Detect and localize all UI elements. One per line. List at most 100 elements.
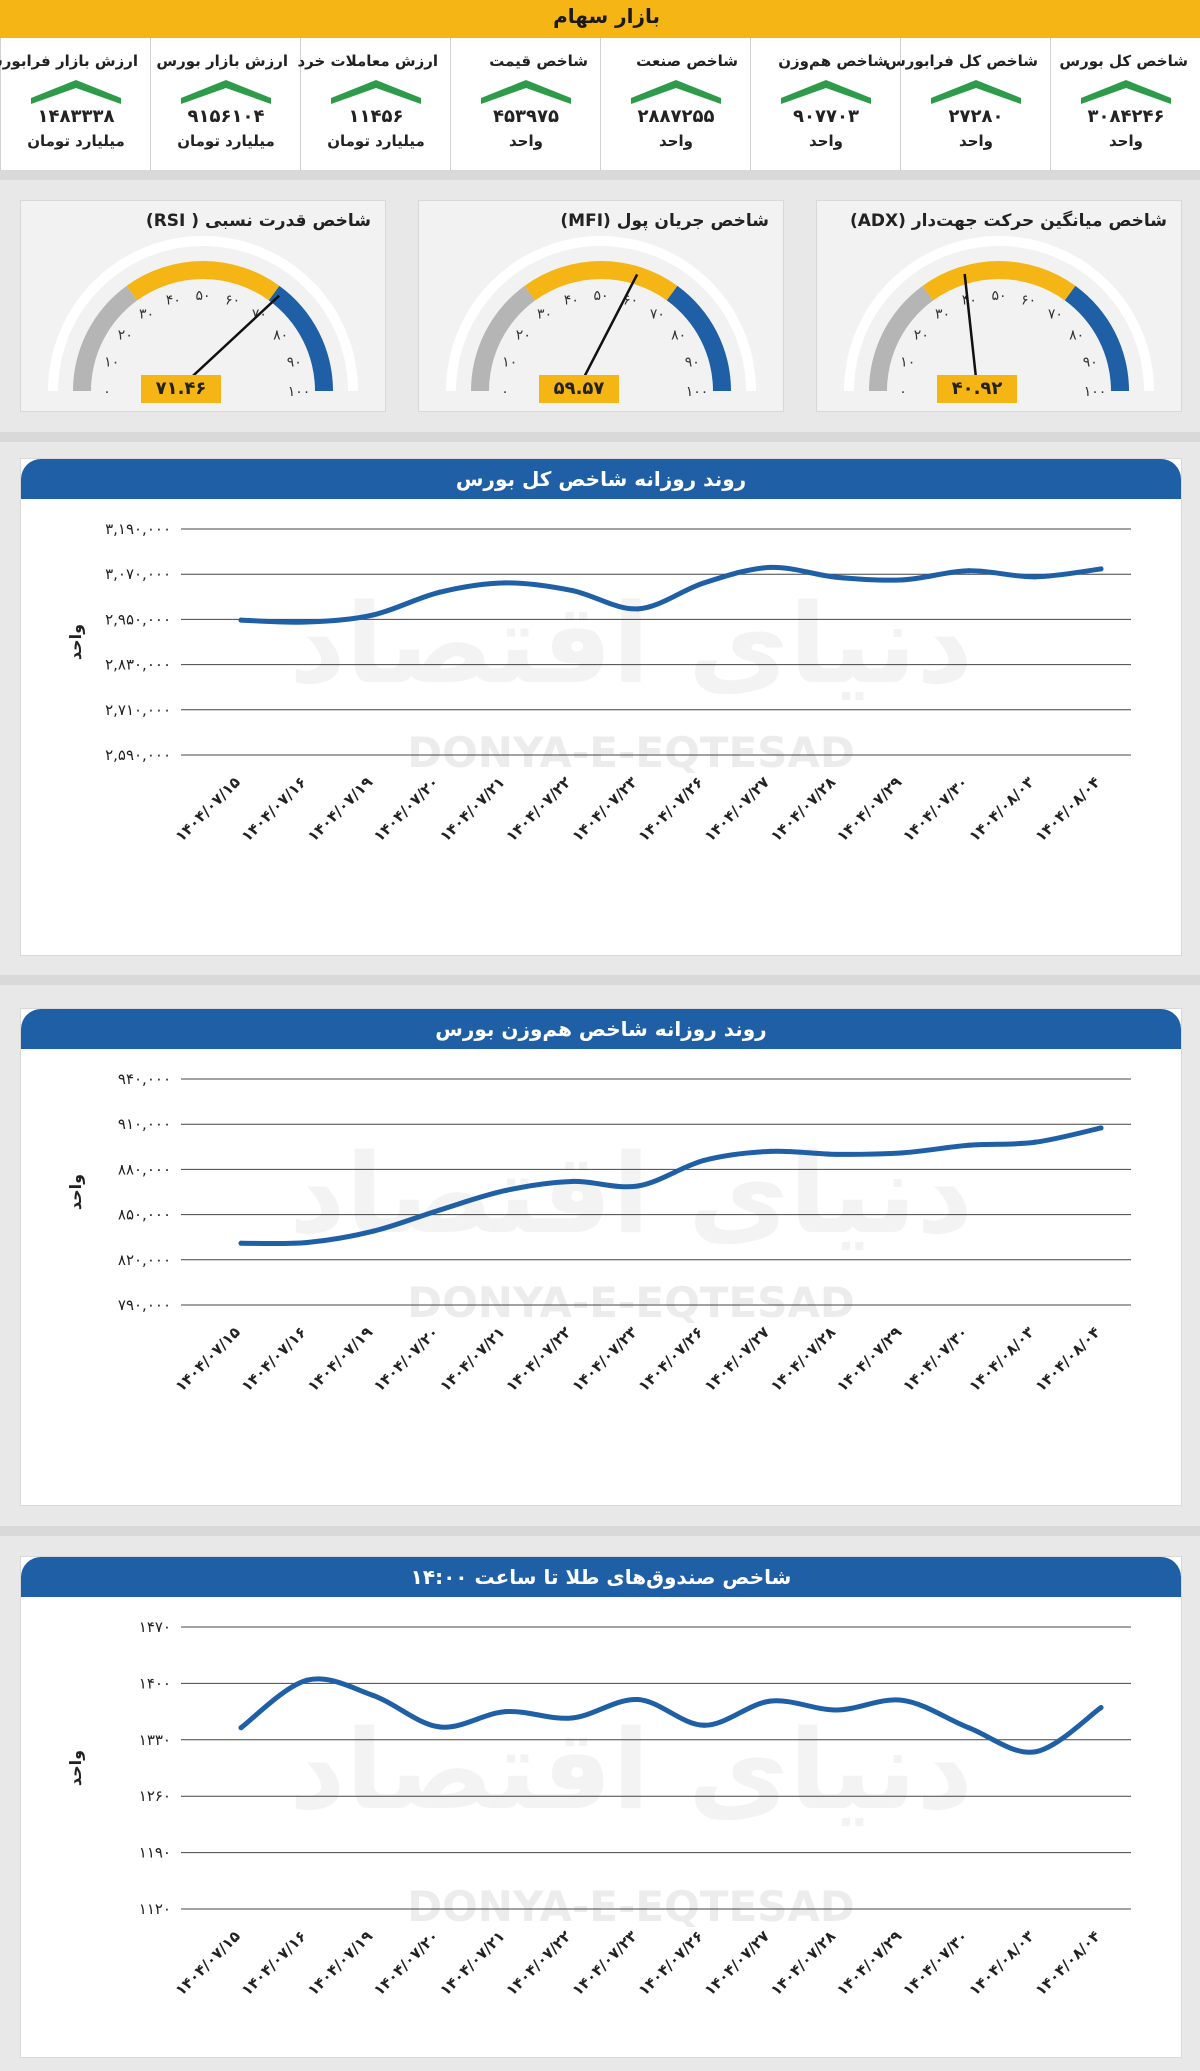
chart-title: روند روزانه شاخص هم‌وزن بورس bbox=[435, 1017, 767, 1041]
data-point bbox=[238, 1725, 244, 1731]
gauge-tick-label: ۵۰ bbox=[195, 288, 210, 304]
equal-weight-line-chart: دنیای اقتصاد DONYA-E-EQTESAD ۹۴۰,۰۰۰ ۹۱۰,۰۰… bbox=[66, 1070, 1131, 1395]
watermark-latin: DONYA-E-EQTESAD bbox=[407, 1278, 855, 1327]
x-tick-label: ۱۴۰۴/۰۷/۱۵ bbox=[172, 1927, 244, 1999]
data-point bbox=[767, 564, 773, 570]
chart-header bbox=[21, 459, 1181, 499]
y-axis-label: واحد bbox=[66, 624, 85, 660]
gauge-tick-label: ۳۰ bbox=[935, 306, 950, 322]
gauge-title: شاخص جریان پول (MFI) bbox=[560, 211, 769, 231]
gauge-tick-label: ۷۰ bbox=[650, 306, 665, 322]
mfi-gauge-card: ۰ ۱۰ ۲۰ ۳۰ ۴۰ ۵۰ ۶۰ ۷۰ ۸۰ ۹۰ ۱۰۰ شاخص جریان پول (M… bbox=[418, 200, 784, 412]
index-label: شاخص صنعت bbox=[636, 52, 738, 70]
gauge-tick-label: ۸۰ bbox=[1069, 328, 1084, 344]
chart-header bbox=[21, 1557, 1181, 1597]
x-tick-label: ۱۴۰۴/۰۷/۲۰ bbox=[370, 773, 442, 845]
gauge-tick-label: ۰ bbox=[899, 384, 907, 400]
index-unit: واحد bbox=[959, 132, 993, 150]
data-point bbox=[1032, 1749, 1038, 1755]
index-value: ۴۵۳۹۷۵ bbox=[493, 106, 559, 127]
y-tick-label: ۲,۹۵۰,۰۰۰ bbox=[105, 610, 171, 628]
gauge-tick-label: ۹۰ bbox=[685, 354, 700, 370]
index-unit: میلیارد تومان bbox=[177, 132, 275, 150]
gauge-tick-label: ۱۰۰ bbox=[686, 384, 709, 400]
index-cell: شاخص کل فرابورس ۲۷۲۸۰ واحد bbox=[885, 38, 1050, 170]
watermark-persian: دنیای اقتصاد bbox=[289, 1706, 973, 1834]
y-tick-label: ۲,۸۳۰,۰۰۰ bbox=[105, 656, 171, 674]
data-point bbox=[569, 587, 575, 593]
data-point bbox=[370, 612, 376, 618]
gauge-band bbox=[268, 285, 333, 391]
y-axis-label: واحد bbox=[66, 1174, 85, 1210]
index-label: ارزش بازار بورس bbox=[156, 52, 288, 70]
index-value: ۱۱۴۵۶ bbox=[348, 106, 404, 127]
x-tick-label: ۱۴۰۴/۰۷/۲۲ bbox=[502, 1927, 574, 1999]
y-tick-label: ۹۱۰,۰۰۰ bbox=[118, 1115, 171, 1133]
data-point bbox=[833, 1707, 839, 1713]
watermark-latin: DONYA-E-EQTESAD bbox=[407, 1882, 855, 1931]
gauge-tick-label: ۱۰۰ bbox=[288, 384, 311, 400]
x-tick-label: ۱۴۰۴/۰۷/۲۹ bbox=[833, 773, 905, 845]
index-cell: ارزش بازار بورس ۹۱۵۶۱۰۴ میلیارد تومان bbox=[150, 38, 300, 170]
data-point bbox=[238, 617, 244, 623]
y-tick-label: ۱۱۹۰ bbox=[139, 1844, 171, 1862]
data-point bbox=[635, 1697, 641, 1703]
data-point bbox=[966, 1142, 972, 1148]
up-chevron-icon bbox=[31, 80, 121, 104]
chart-title: شاخص صندوق‌های طلا تا ساعت ۱۴:۰۰ bbox=[410, 1565, 792, 1589]
y-tick-label: ۱۴۰۰ bbox=[139, 1674, 171, 1692]
index-label: شاخص کل فرابورس bbox=[885, 52, 1038, 70]
index-cell: شاخص صنعت ۲۸۸۷۲۵۵ واحد bbox=[600, 38, 750, 170]
gauge-band bbox=[1064, 285, 1129, 391]
data-point bbox=[1032, 1139, 1038, 1145]
data-point bbox=[767, 1698, 773, 1704]
index-unit: واحد bbox=[659, 132, 693, 150]
x-tick-label: ۱۴۰۴/۰۸/۰۳ bbox=[965, 1927, 1037, 1999]
gauge-value-badge: ۴۰.۹۲ bbox=[937, 375, 1017, 403]
adx-gauge: ۰ ۱۰ ۲۰ ۳۰ ۴۰ ۵۰ ۶۰ ۷۰ ۸۰ ۹۰ ۱۰۰ bbox=[844, 236, 1154, 400]
gauge-tick-label: ۳۰ bbox=[537, 306, 552, 322]
watermark-persian: دنیای اقتصاد bbox=[289, 580, 973, 708]
x-tick-label: ۱۴۰۴/۰۸/۰۴ bbox=[1032, 1323, 1104, 1395]
index-value: ۱۴۸۳۳۳۸ bbox=[37, 106, 115, 127]
x-tick-label: ۱۴۰۴/۰۸/۰۴ bbox=[1032, 1927, 1104, 1999]
chart-header bbox=[21, 1009, 1181, 1049]
x-tick-label: ۱۴۰۴/۰۸/۰۳ bbox=[965, 773, 1037, 845]
index-cell: شاخص قیمت ۴۵۳۹۷۵ واحد bbox=[450, 38, 600, 170]
y-tick-label: ۱۲۶۰ bbox=[139, 1787, 171, 1805]
gauge-tick-label: ۶۰ bbox=[1021, 293, 1036, 309]
data-point bbox=[900, 1697, 906, 1703]
gauge-band bbox=[73, 285, 138, 391]
x-tick-label: ۱۴۰۴/۰۷/۲۶ bbox=[635, 773, 707, 845]
equal-weight-chart-card: روند روزانه شاخص هم‌وزن بورس دنیای اقتصا… bbox=[20, 1008, 1182, 1506]
y-tick-label: ۸۸۰,۰۰۰ bbox=[118, 1160, 171, 1178]
index-cell: ارزش بازار فرابورس ۱۴۸۳۳۳۸ میلیارد تومان bbox=[0, 38, 150, 170]
x-tick-label: ۱۴۰۴/۰۷/۲۶ bbox=[635, 1927, 707, 1999]
x-tick-label: ۱۴۰۴/۰۷/۲۹ bbox=[833, 1927, 905, 1999]
gauge-needle bbox=[963, 273, 979, 388]
data-point bbox=[238, 1240, 244, 1246]
gauge-tick-label: ۰ bbox=[501, 384, 509, 400]
gauge-tick-label: ۹۰ bbox=[287, 354, 302, 370]
data-point bbox=[436, 1207, 442, 1213]
index-label: ارزش معاملات خرد bbox=[297, 52, 438, 70]
series-line bbox=[238, 564, 1104, 625]
data-point bbox=[900, 577, 906, 583]
data-point bbox=[635, 1183, 641, 1189]
x-tick-label: ۱۴۰۴/۰۷/۲۸ bbox=[767, 1927, 839, 1999]
gauge-title: شاخص میانگین حرکت جهت‌دار (ADX) bbox=[849, 211, 1167, 231]
data-point bbox=[966, 568, 972, 574]
index-unit: میلیارد تومان bbox=[327, 132, 425, 150]
x-tick-label: ۱۴۰۴/۰۷/۲۳ bbox=[568, 773, 640, 845]
y-tick-label: ۱۳۳۰ bbox=[139, 1731, 171, 1749]
data-point bbox=[370, 1228, 376, 1234]
data-point bbox=[701, 580, 707, 586]
data-point bbox=[1098, 566, 1104, 572]
up-chevron-icon bbox=[331, 80, 421, 104]
gauge-value-badge: ۷۱.۴۶ bbox=[141, 375, 221, 403]
gauge-title: شاخص قدرت نسبی ( RSI) bbox=[145, 211, 371, 231]
section-divider bbox=[0, 170, 1200, 180]
gauge-tick-label: ۴۰ bbox=[166, 293, 181, 309]
